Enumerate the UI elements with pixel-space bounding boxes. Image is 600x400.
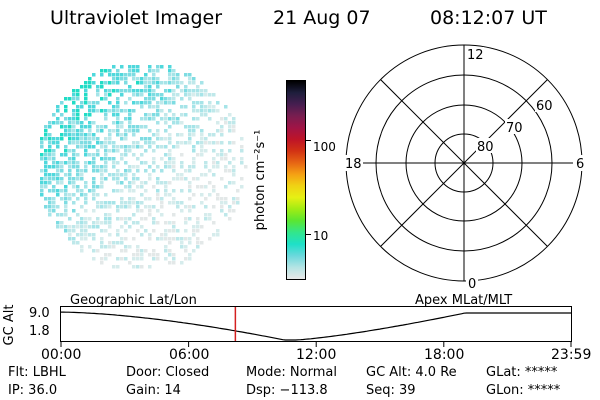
timeline-xtick-1: 06:00 xyxy=(169,347,210,363)
ip-info: IP: 36.0 xyxy=(8,383,58,398)
date-label: 21 Aug 07 xyxy=(273,7,371,29)
instrument-title: Ultraviolet Imager xyxy=(50,7,223,29)
timeline-frame xyxy=(60,306,572,342)
mlt-label-18: 18 xyxy=(345,157,362,172)
glon-info: GLon: ***** xyxy=(486,383,561,398)
gain-info: Gain: 14 xyxy=(126,383,181,398)
auroral-image xyxy=(40,65,248,269)
time-label: 08:12:07 UT xyxy=(430,7,547,29)
timeline-plot xyxy=(60,306,572,347)
timeline-ytick-low: 1.8 xyxy=(29,324,50,339)
dsp-info: Dsp: −113.8 xyxy=(246,383,328,398)
altitude-curve xyxy=(61,311,571,341)
colorbar xyxy=(286,80,306,280)
timeline-xtick-0: 00:00 xyxy=(41,347,82,363)
seq-info: Seq: 39 xyxy=(366,383,416,398)
colorbar-tick-100 xyxy=(306,140,311,141)
filter-info: Flt: LBHL xyxy=(8,365,66,380)
gc-alt-info: GC Alt: 4.0 Re xyxy=(366,365,457,380)
colorbar-unit-label: photon cm⁻²s⁻¹ xyxy=(253,129,268,231)
mode-info: Mode: Normal xyxy=(246,365,337,380)
colorbar-tick-10 xyxy=(306,234,311,235)
timeline-xtick-3: 18:00 xyxy=(424,347,465,363)
timeline-ytick-high: 9.0 xyxy=(29,306,50,321)
door-info: Door: Closed xyxy=(126,365,210,380)
lat-label-60: 60 xyxy=(536,99,553,114)
polar-plot: 12 18 6 0 60 70 80 xyxy=(343,44,587,292)
timeline-xtick-2: 12:00 xyxy=(296,347,337,363)
timeline-right-label: Apex MLat/MLT xyxy=(415,293,513,308)
mlt-label-6: 6 xyxy=(576,157,584,172)
mlt-label-12: 12 xyxy=(467,48,484,63)
timeline-ylabel: GC Alt xyxy=(2,304,17,346)
colorbar-label-100: 100 xyxy=(313,140,336,154)
timeline-xtick-4: 23:59 xyxy=(551,347,592,363)
colorbar-label-10: 10 xyxy=(313,229,329,243)
lat-label-80: 80 xyxy=(477,140,494,155)
mlt-label-0: 0 xyxy=(468,277,476,292)
polar-diagonal-2 xyxy=(380,79,548,247)
lat-label-70: 70 xyxy=(506,121,523,136)
glat-info: GLat: ***** xyxy=(486,365,558,380)
timeline-left-label: Geographic Lat/Lon xyxy=(70,293,197,308)
